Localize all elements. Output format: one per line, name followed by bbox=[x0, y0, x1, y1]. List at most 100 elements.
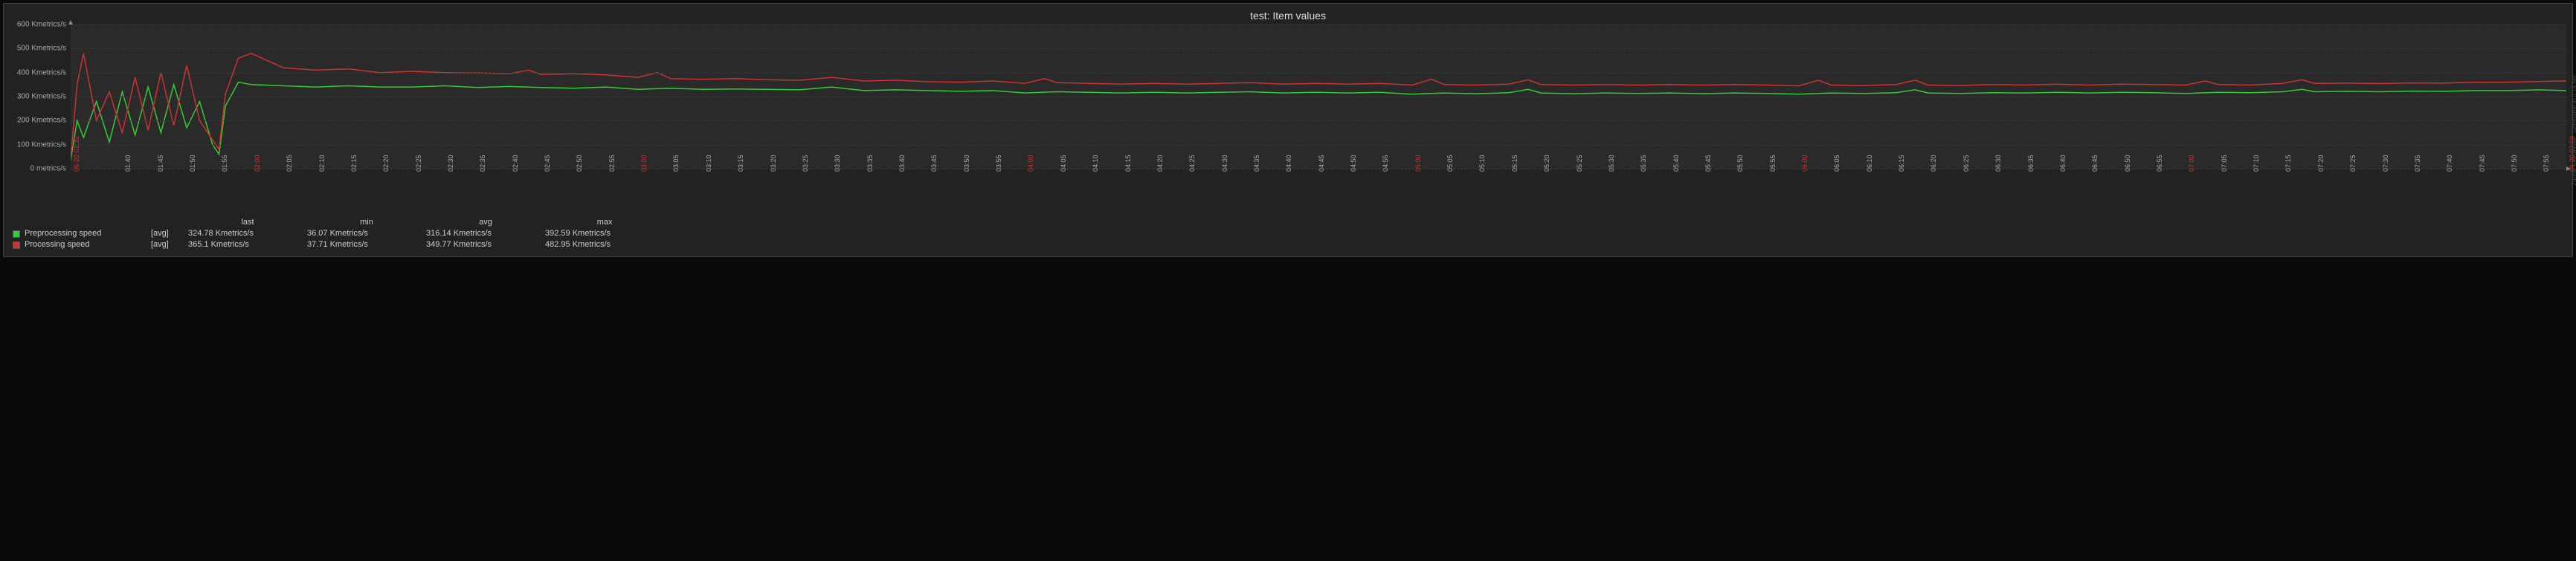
x-tick-label: 07:50 bbox=[2511, 155, 2518, 172]
y-tick-label: 0 metrics/s bbox=[30, 165, 66, 173]
x-tick-label: 07:45 bbox=[2479, 155, 2486, 172]
chart-panel: test: Item values 0 metrics/s 100 Kmetric… bbox=[3, 3, 2573, 257]
legend-swatch bbox=[13, 241, 20, 249]
legend-avg: 316.14 Kmetrics/s bbox=[426, 228, 545, 239]
x-tick-label: 02:40 bbox=[512, 155, 519, 172]
x-tick-label: 04:55 bbox=[1382, 155, 1389, 172]
legend-headers: last min avg max bbox=[13, 218, 2566, 227]
legend-table: last min avg max Preprocessing speed[avg… bbox=[13, 218, 2566, 250]
x-tick-label: 04:00 bbox=[1027, 155, 1034, 172]
x-tick-label: 06:55 bbox=[2156, 155, 2163, 172]
x-tick-label: 05:10 bbox=[1478, 155, 1486, 172]
x-tick-label: 02:05 bbox=[286, 155, 293, 172]
x-tick-label: 02:15 bbox=[350, 155, 358, 172]
x-tick-label: 03:35 bbox=[866, 155, 874, 172]
x-tick-label: 04:50 bbox=[1350, 155, 1357, 172]
x-tick-label: 04:40 bbox=[1285, 155, 1292, 172]
x-tick-label: 02:10 bbox=[318, 155, 326, 172]
legend-min: 36.07 Kmetrics/s bbox=[307, 228, 426, 239]
legend-swatch bbox=[13, 230, 20, 238]
x-tick-label: 02:55 bbox=[608, 155, 616, 172]
x-tick-label: 04:15 bbox=[1124, 155, 1132, 172]
plot-area bbox=[71, 25, 2566, 169]
x-tick-label: 04:30 bbox=[1221, 155, 1229, 172]
x-tick-label: 03:40 bbox=[898, 155, 906, 172]
y-axis: 0 metrics/s100 Kmetrics/s200 Kmetrics/s3… bbox=[10, 25, 71, 169]
y-tick-label: 400 Kmetrics/s bbox=[17, 68, 66, 77]
legend-last: 365.1 Kmetrics/s bbox=[188, 239, 307, 250]
x-tick-label: 06:30 bbox=[1994, 155, 2002, 172]
legend-last: 324.78 Kmetrics/s bbox=[188, 228, 307, 239]
chart-area: 0 metrics/s100 Kmetrics/s200 Kmetrics/s3… bbox=[10, 25, 2566, 169]
x-tick-label: 06:10 bbox=[1866, 155, 1873, 172]
x-tick-label: 07:40 bbox=[2446, 155, 2453, 172]
x-tick-label: 03:30 bbox=[834, 155, 841, 172]
x-tick-label: 04:45 bbox=[1318, 155, 1325, 172]
legend-header-min: min bbox=[307, 218, 426, 227]
legend-series-name: Processing speed bbox=[25, 239, 151, 250]
x-tick-label: 05:30 bbox=[1608, 155, 1615, 172]
x-tick-label: 06:50 bbox=[2124, 155, 2131, 172]
x-tick-label: 01:40 bbox=[124, 155, 132, 172]
x-tick-label: 04:05 bbox=[1060, 155, 1067, 172]
legend-header-max: max bbox=[545, 218, 664, 227]
x-tick-label: 07:55 bbox=[2543, 155, 2550, 172]
y-tick-label: 200 Kmetrics/s bbox=[17, 117, 66, 125]
x-start-label: 06-20 01:32 bbox=[73, 136, 80, 172]
x-tick-label: 05:20 bbox=[1543, 155, 1551, 172]
legend-header-avg: avg bbox=[426, 218, 545, 227]
x-tick-label: 03:45 bbox=[930, 155, 938, 172]
x-tick-label: 07:20 bbox=[2317, 155, 2325, 172]
x-tick-label: 04:10 bbox=[1092, 155, 1099, 172]
x-tick-label: 05:05 bbox=[1446, 155, 1454, 172]
legend-row: Processing speed[avg]365.1 Kmetrics/s37.… bbox=[13, 239, 2566, 250]
x-tick-label: 06:00 bbox=[1801, 155, 1809, 172]
y-tick-label: 500 Kmetrics/s bbox=[17, 45, 66, 53]
x-tick-label: 06:25 bbox=[1962, 155, 1970, 172]
x-tick-label: 02:20 bbox=[382, 155, 390, 172]
x-tick-label: 07:30 bbox=[2382, 155, 2389, 172]
x-tick-label: 04:35 bbox=[1253, 155, 1260, 172]
x-tick-label: 03:20 bbox=[770, 155, 777, 172]
x-tick-label: 06:05 bbox=[1833, 155, 1841, 172]
x-tick-label: 04:20 bbox=[1156, 155, 1164, 172]
x-tick-label: 06:20 bbox=[1930, 155, 1937, 172]
x-tick-label: 03:00 bbox=[640, 155, 648, 172]
x-tick-label: 07:35 bbox=[2414, 155, 2421, 172]
chart-title: test: Item values bbox=[10, 7, 2566, 25]
y-tick-label: 600 Kmetrics/s bbox=[17, 21, 66, 29]
x-tick-label: 03:25 bbox=[802, 155, 809, 172]
x-tick-label: 03:50 bbox=[963, 155, 970, 172]
x-tick-label: 05:40 bbox=[1672, 155, 1680, 172]
x-tick-label: 03:55 bbox=[995, 155, 1002, 172]
x-tick-label: 07:10 bbox=[2253, 155, 2260, 172]
x-tick-label: 06:35 bbox=[2027, 155, 2035, 172]
x-tick-label: 01:50 bbox=[189, 155, 196, 172]
x-tick-label: 05:35 bbox=[1640, 155, 1647, 172]
y-tick-label: 100 Kmetrics/s bbox=[17, 140, 66, 149]
x-tick-label: 05:55 bbox=[1769, 155, 1777, 172]
x-tick-label: 03:05 bbox=[672, 155, 680, 172]
legend-agg: [avg] bbox=[151, 228, 188, 239]
x-tick-label: 06:15 bbox=[1898, 155, 1905, 172]
x-tick-label: 07:00 bbox=[2188, 155, 2195, 172]
legend-max: 392.59 Kmetrics/s bbox=[545, 228, 664, 239]
x-tick-label: 07:25 bbox=[2349, 155, 2357, 172]
x-tick-label: 03:10 bbox=[705, 155, 712, 172]
legend-agg: [avg] bbox=[151, 239, 188, 250]
x-tick-label: 02:45 bbox=[544, 155, 551, 172]
legend-row: Preprocessing speed[avg]324.78 Kmetrics/… bbox=[13, 228, 2566, 239]
x-tick-label: 03:15 bbox=[737, 155, 744, 172]
x-tick-label: 05:45 bbox=[1704, 155, 1712, 172]
x-tick-label: 05:50 bbox=[1736, 155, 1744, 172]
x-tick-label: 06:40 bbox=[2059, 155, 2067, 172]
series-line bbox=[71, 53, 2566, 160]
watermark-text: Zabbix Monitoring - Generated in 0.14 se… bbox=[2571, 74, 2576, 185]
legend-header-last: last bbox=[188, 218, 307, 227]
x-tick-label: 05:25 bbox=[1576, 155, 1583, 172]
x-tick-label: 02:30 bbox=[447, 155, 454, 172]
x-axis: 06-20 01:3206-20 07:5901:4001:4501:5001:… bbox=[71, 169, 2566, 209]
x-tick-label: 07:05 bbox=[2221, 155, 2228, 172]
x-tick-label: 02:35 bbox=[479, 155, 486, 172]
x-tick-label: 02:50 bbox=[576, 155, 583, 172]
